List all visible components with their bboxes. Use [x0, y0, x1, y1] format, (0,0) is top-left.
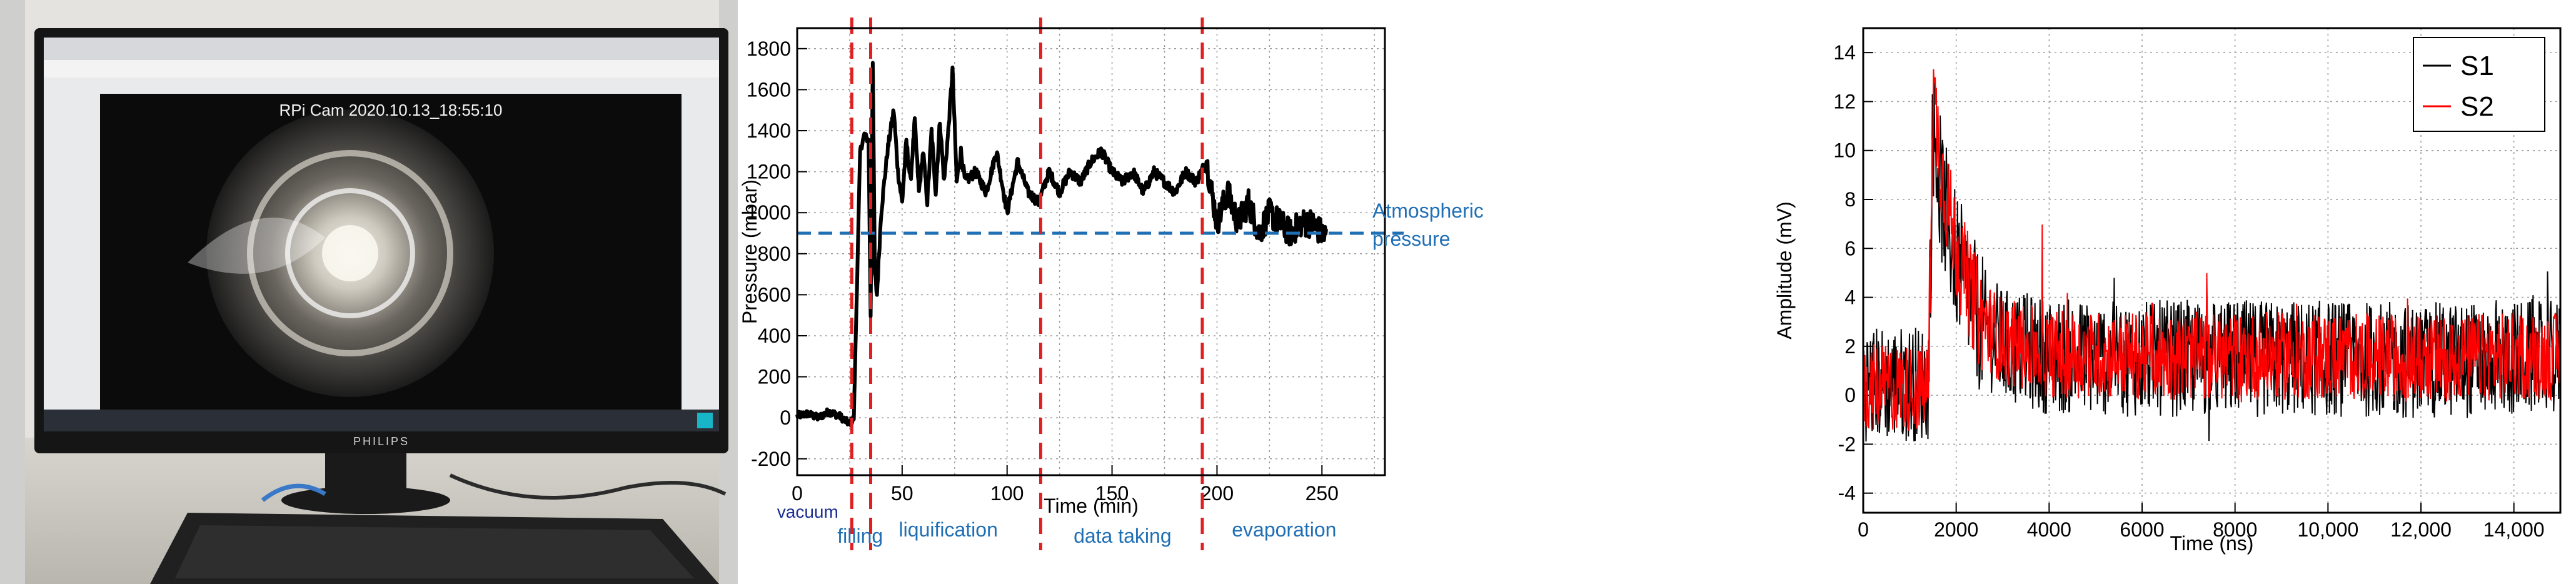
amplitude-axis-ticks: 0 2000 4000 6000 8000 10,000 12,000 14,000 -4 -2 0…: [1833, 41, 2544, 541]
photo-panel: RPi Cam 2020.10.13_18:55:10 PHILIPS: [0, 0, 738, 584]
x-tick-label: 12,000: [2390, 518, 2452, 541]
browser-tab-bar: [44, 38, 719, 60]
x-tick-label: 6000: [2120, 518, 2164, 541]
x-tick-label: 200: [1200, 482, 1234, 505]
phase-label-filling: filling: [837, 525, 883, 547]
x-tick-label: 2000: [1934, 518, 1978, 541]
pressure-series-line: [795, 61, 1328, 428]
phase-label-data-taking: data taking: [1074, 525, 1172, 547]
y-tick-label: 800: [758, 243, 791, 265]
y-tick-label: 2: [1844, 335, 1856, 358]
pressure-x-axis-label: Time (min): [1044, 495, 1139, 517]
series-line-s2: [1863, 69, 2561, 431]
amplitude-legend: S1 S2: [2413, 37, 2545, 132]
amplitude-y-axis-label: Amplitude (mV): [1773, 201, 1796, 340]
amplitude-series: [1863, 69, 2561, 442]
atmospheric-label-line1: Atmospheric: [1372, 199, 1484, 222]
y-tick-label: 12: [1833, 90, 1856, 113]
pressure-chart-panel: -200 0 200 400 600 800 1000 1200 1400 1600 1800 0 50…: [738, 0, 1751, 584]
atmospheric-label-line2: pressure: [1372, 228, 1451, 250]
taskbar: [44, 410, 719, 431]
amplitude-x-axis-label: Time (ns): [2170, 532, 2254, 555]
y-tick-label: 1200: [747, 161, 791, 183]
y-tick-label: 0: [780, 406, 791, 429]
y-tick-label: -4: [1838, 482, 1856, 505]
legend-box: [2413, 37, 2545, 132]
x-tick-label: 0: [792, 482, 803, 505]
y-tick-label: 8: [1844, 188, 1856, 211]
y-tick-label: -2: [1838, 433, 1856, 455]
pressure-y-axis-label: Pressure (mbar): [738, 179, 761, 324]
phase-label-liquification: liquification: [899, 518, 998, 541]
x-tick-label: 50: [891, 482, 913, 505]
x-tick-label: 8000: [2213, 518, 2257, 541]
monitor-brand: PHILIPS: [353, 435, 410, 448]
y-tick-label: -200: [751, 448, 791, 470]
y-tick-label: 14: [1833, 41, 1856, 64]
y-tick-label: 10: [1833, 139, 1856, 162]
x-tick-label: 4000: [2027, 518, 2071, 541]
x-tick-label: 150: [1095, 482, 1129, 505]
y-tick-label: 1000: [747, 201, 791, 224]
camera-overlay-text: RPi Cam 2020.10.13_18:55:10: [279, 101, 502, 119]
y-tick-label: 400: [758, 325, 791, 347]
x-tick-label: 250: [1306, 482, 1339, 505]
pressure-annotations: [797, 18, 1404, 550]
y-tick-label: 1400: [747, 119, 791, 142]
legend-label-s2: S2: [2460, 91, 2494, 122]
legend-label-s1: S1: [2460, 51, 2494, 81]
x-tick-label: 100: [990, 482, 1024, 505]
amplitude-plot-frame: [1862, 27, 2562, 514]
phase-label-evaporation: evaporation: [1232, 518, 1336, 541]
y-tick-label: 1800: [747, 38, 791, 60]
y-tick-label: 0: [1844, 384, 1856, 406]
y-tick-label: 600: [758, 283, 791, 306]
y-tick-label: 6: [1844, 237, 1856, 259]
monitor-photo: RPi Cam 2020.10.13_18:55:10 PHILIPS: [0, 0, 738, 584]
y-tick-label: 4: [1844, 286, 1856, 309]
amplitude-chart: 0 2000 4000 6000 8000 10,000 12,000 14,000 -4 -2 0…: [1773, 27, 2562, 555]
browser-address-bar: [44, 60, 719, 78]
cable: [449, 473, 727, 500]
y-tick-label: 1600: [747, 78, 791, 101]
amplitude-chart-panel: 0 2000 4000 6000 8000 10,000 12,000 14,000 -4 -2 0…: [1763, 0, 2576, 584]
x-tick-label: 14,000: [2483, 518, 2545, 541]
pressure-series: [795, 61, 1328, 428]
taskbar-icon: [697, 413, 713, 428]
network-cable: [261, 483, 326, 502]
pressure-plot-frame: [796, 27, 1386, 476]
y-tick-label: 200: [758, 366, 791, 388]
x-tick-label: 0: [1858, 518, 1869, 541]
pressure-grid: [797, 28, 1385, 475]
x-tick-label: 10,000: [2297, 518, 2358, 541]
phase-label-vacuum: vacuum: [777, 502, 838, 521]
